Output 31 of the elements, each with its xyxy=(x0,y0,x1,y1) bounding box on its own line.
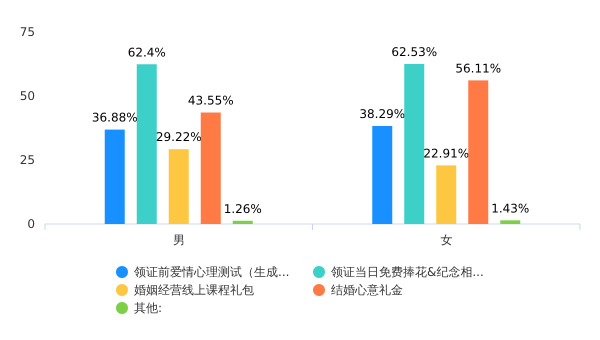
data-label: 29.22% xyxy=(156,130,202,144)
y-tick-label: 75 xyxy=(20,25,35,39)
bar xyxy=(436,165,456,224)
x-tick-label: 女 xyxy=(440,233,452,247)
bar xyxy=(168,149,189,224)
bar xyxy=(104,130,125,224)
data-label: 62.4% xyxy=(128,45,166,60)
bar xyxy=(404,64,424,224)
data-label: 62.53% xyxy=(391,44,438,59)
bar xyxy=(136,64,157,224)
data-label: 1.26% xyxy=(224,202,262,216)
legend-label: 婚姻经营线上课程礼包 xyxy=(134,283,254,297)
data-label: 38.29% xyxy=(359,106,406,121)
bar xyxy=(200,112,221,224)
y-tick-label: 50 xyxy=(20,89,35,103)
y-tick-label: 25 xyxy=(20,153,35,167)
legend-label: 领证当日免费捧花&纪念相... xyxy=(331,265,484,279)
legend-label: 领证前爱情心理测试（生成... xyxy=(134,265,290,279)
bar xyxy=(468,80,488,224)
data-label: 22.91% xyxy=(423,146,470,160)
data-label: 43.55% xyxy=(188,94,234,108)
x-tick-label: 男 xyxy=(172,233,185,247)
y-tick-label: 0 xyxy=(27,217,35,231)
bar xyxy=(372,126,392,224)
legend-label: 其他: xyxy=(134,301,162,315)
data-label: 1.43% xyxy=(491,201,530,216)
bar xyxy=(232,220,253,224)
legend-label: 结婚心意礼金 xyxy=(331,283,403,297)
bar xyxy=(500,220,520,224)
data-label: 56.11% xyxy=(455,61,502,76)
data-label: 36.88% xyxy=(92,110,138,125)
